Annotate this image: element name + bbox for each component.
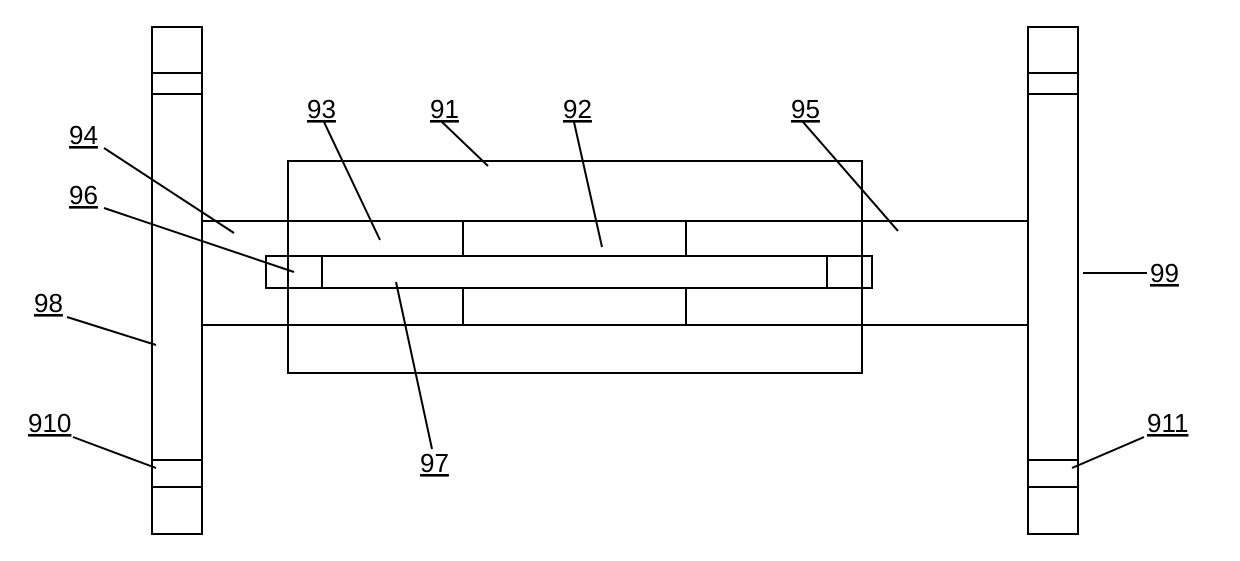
label-97: 97 xyxy=(420,448,449,478)
leader-98 xyxy=(67,317,156,345)
label-92: 92 xyxy=(563,94,592,124)
label-99: 99 xyxy=(1150,258,1179,288)
leader-97 xyxy=(396,282,432,449)
left-pillar xyxy=(152,27,202,534)
leader-93 xyxy=(324,122,380,240)
leader-910 xyxy=(73,437,156,468)
label-98: 98 xyxy=(34,288,63,318)
leader-96 xyxy=(104,208,294,272)
leader-911 xyxy=(1072,437,1144,468)
leader-94 xyxy=(104,148,234,233)
leader-92 xyxy=(574,122,602,247)
label-911: 911 xyxy=(1147,408,1188,438)
leader-91 xyxy=(442,122,488,166)
label-95: 95 xyxy=(791,94,820,124)
outer-block-91 xyxy=(288,161,862,373)
label-94: 94 xyxy=(69,120,98,150)
leader-95 xyxy=(803,122,898,231)
label-910: 910 xyxy=(28,408,71,438)
inner-bar xyxy=(266,256,872,288)
label-96: 96 xyxy=(69,180,98,210)
right-pillar xyxy=(1028,27,1078,534)
label-91: 91 xyxy=(430,94,459,124)
label-93: 93 xyxy=(307,94,336,124)
